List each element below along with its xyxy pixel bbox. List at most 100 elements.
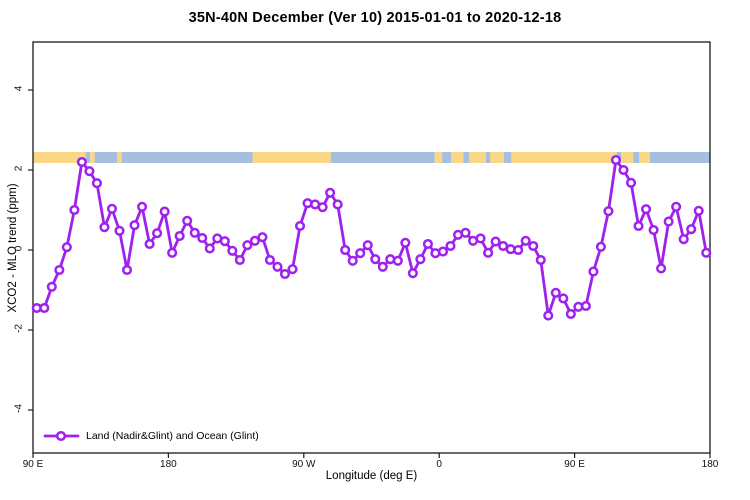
data-point-marker — [61, 242, 72, 253]
x-tick-label: 90 W — [292, 459, 316, 470]
data-point-marker — [325, 187, 336, 198]
data-point-marker — [671, 201, 682, 212]
surface-band-segment-ocean — [85, 152, 91, 163]
surface-band-segment-land — [252, 152, 331, 163]
data-point-marker — [490, 236, 501, 247]
data-point-marker — [76, 156, 87, 168]
surface-band-segment-ocean — [503, 152, 512, 163]
data-point-marker — [121, 264, 133, 276]
data-point-marker — [264, 254, 276, 266]
data-point-marker — [550, 287, 561, 298]
data-point-marker — [189, 227, 200, 238]
x-axis-label: Longitude (deg E) — [325, 470, 418, 482]
data-point-marker — [234, 254, 245, 266]
legend-marker-sample — [55, 430, 67, 442]
data-point-marker — [483, 247, 494, 258]
data-point-marker — [99, 222, 110, 233]
data-point-marker — [204, 243, 215, 254]
surface-band-segment-ocean — [463, 152, 470, 163]
surface-band-segment-land — [469, 152, 486, 163]
data-point-marker — [648, 224, 659, 236]
data-point-marker — [272, 261, 283, 272]
data-point-marker — [340, 244, 351, 256]
data-point-marker — [197, 232, 208, 244]
surface-band-segment-ocean — [121, 152, 253, 163]
data-point-marker — [445, 240, 456, 252]
data-point-marker — [69, 204, 80, 216]
surface-band-segment-land — [490, 152, 504, 163]
chart-title: 35N-40N December (Ver 10) 2015-01-01 to … — [188, 10, 562, 26]
data-point-marker — [558, 293, 569, 304]
surface-band-segment-ocean — [649, 152, 710, 163]
x-tick-label: 90 E — [22, 459, 44, 470]
data-point-marker — [249, 235, 260, 246]
x-tick-label: 180 — [160, 459, 177, 470]
surface-band-segment-ocean — [485, 152, 491, 163]
y-tick-label: -2 — [13, 324, 25, 333]
data-point-marker — [106, 203, 118, 214]
surface-band-segment-ocean — [94, 152, 118, 163]
data-point-marker — [400, 237, 411, 248]
surface-band-segment-land — [639, 152, 650, 163]
data-point-marker — [415, 254, 426, 265]
data-point-marker — [219, 236, 230, 247]
data-point-marker — [287, 264, 298, 275]
data-point-marker — [174, 230, 185, 242]
surface-band-segment-land — [90, 152, 95, 163]
surface-band-segment-ocean — [633, 152, 640, 163]
data-point-marker — [618, 164, 629, 176]
data-point-marker — [332, 199, 343, 210]
x-tick-label: 0 — [436, 459, 442, 470]
surface-band-segment-ocean — [442, 152, 452, 163]
data-point-marker — [422, 238, 433, 250]
data-point-marker — [565, 308, 576, 320]
data-point-marker — [129, 220, 140, 231]
data-point-marker — [370, 254, 381, 265]
data-point-marker — [54, 264, 65, 276]
surface-band-segment-land — [511, 152, 617, 163]
data-point-marker — [520, 235, 531, 246]
data-point-marker — [603, 206, 614, 217]
data-point-marker — [46, 281, 57, 292]
data-point-marker — [242, 240, 253, 251]
x-tick-label: 180 — [701, 459, 719, 470]
data-point-marker — [693, 205, 704, 216]
data-point-marker — [543, 310, 554, 321]
data-point-marker — [437, 246, 449, 257]
plot-frame — [32, 41, 711, 454]
data-point-marker — [317, 202, 328, 213]
surface-band-segment-land — [117, 152, 122, 163]
data-point-marker — [678, 234, 689, 245]
data-point-marker — [294, 220, 306, 232]
data-point-marker — [114, 225, 125, 236]
data-point-marker — [460, 227, 471, 238]
data-point-marker — [535, 254, 546, 266]
data-point-marker — [137, 201, 148, 212]
data-point-marker — [528, 240, 539, 252]
surface-band-segment-land — [434, 152, 443, 163]
data-point-marker — [663, 216, 674, 227]
data-point-marker — [355, 248, 366, 259]
data-point-marker — [152, 228, 163, 239]
data-point-marker — [641, 204, 652, 215]
y-tick-label: 2 — [13, 165, 25, 172]
surface-band-segment-land — [451, 152, 464, 163]
y-tick-label: -4 — [13, 404, 25, 413]
data-point-marker — [686, 224, 697, 235]
data-point-marker — [475, 233, 486, 244]
data-point-marker — [595, 241, 606, 252]
data-point-marker — [656, 263, 667, 274]
data-point-marker — [91, 178, 102, 189]
data-point-marker — [182, 215, 193, 226]
data-point-marker — [580, 300, 591, 312]
surface-band-segment-ocean — [330, 152, 435, 163]
data-point-marker — [625, 177, 637, 188]
data-point-marker — [257, 232, 268, 243]
x-tick-label: 90 E — [564, 459, 585, 470]
data-point-marker — [347, 255, 358, 266]
data-point-marker — [377, 261, 388, 272]
data-point-marker — [392, 255, 403, 266]
surface-band-segment-land — [33, 152, 86, 163]
